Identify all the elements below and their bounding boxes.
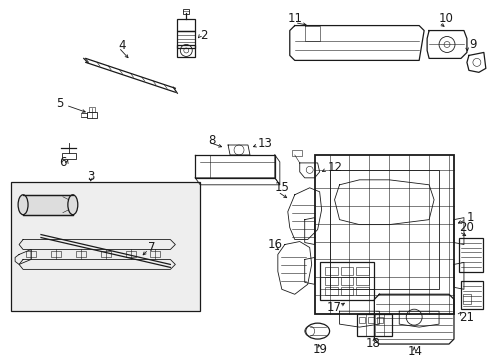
- Text: 18: 18: [365, 337, 380, 350]
- Bar: [177, 31, 195, 49]
- Bar: [324, 267, 337, 275]
- Bar: [291, 150, 301, 156]
- Text: 20: 20: [458, 221, 473, 234]
- Bar: [183, 9, 189, 14]
- Bar: [356, 267, 368, 275]
- Bar: [329, 170, 438, 289]
- Text: 5: 5: [56, 97, 63, 110]
- Bar: [460, 282, 482, 309]
- Text: 10: 10: [438, 12, 453, 25]
- Text: 14: 14: [407, 345, 421, 357]
- Text: 19: 19: [312, 342, 327, 356]
- Text: 16: 16: [267, 238, 283, 251]
- Text: 21: 21: [458, 311, 473, 324]
- Bar: [88, 107, 95, 112]
- Bar: [101, 252, 110, 257]
- Bar: [377, 317, 383, 323]
- Bar: [26, 252, 36, 257]
- Bar: [356, 277, 368, 285]
- Bar: [367, 317, 374, 323]
- Bar: [324, 287, 337, 295]
- Bar: [319, 262, 374, 300]
- Bar: [125, 252, 135, 257]
- Bar: [340, 267, 353, 275]
- Bar: [177, 19, 195, 31]
- Text: 1: 1: [466, 211, 473, 224]
- Text: 3: 3: [87, 170, 94, 183]
- Bar: [23, 195, 73, 215]
- Text: 13: 13: [257, 136, 272, 149]
- Text: 4: 4: [119, 39, 126, 52]
- Bar: [356, 287, 368, 295]
- Bar: [177, 45, 195, 58]
- Bar: [51, 252, 61, 257]
- Bar: [62, 153, 76, 159]
- Bar: [11, 182, 200, 311]
- Text: 12: 12: [327, 161, 342, 174]
- Bar: [324, 277, 337, 285]
- Bar: [150, 252, 160, 257]
- Text: 2: 2: [200, 29, 207, 42]
- Bar: [462, 294, 470, 304]
- Text: 11: 11: [287, 12, 302, 25]
- Text: 7: 7: [148, 241, 156, 254]
- Bar: [76, 252, 85, 257]
- Text: 15: 15: [274, 181, 289, 194]
- Text: 9: 9: [468, 38, 475, 51]
- Bar: [314, 155, 453, 314]
- Bar: [458, 238, 482, 273]
- Text: 17: 17: [326, 301, 341, 314]
- Bar: [81, 113, 86, 117]
- Text: 6: 6: [59, 156, 66, 170]
- Ellipse shape: [18, 195, 28, 215]
- Bar: [340, 277, 353, 285]
- Text: 8: 8: [208, 134, 215, 147]
- Bar: [340, 287, 353, 295]
- Bar: [357, 314, 391, 336]
- Bar: [359, 317, 365, 323]
- Bar: [86, 112, 97, 118]
- Ellipse shape: [68, 195, 78, 215]
